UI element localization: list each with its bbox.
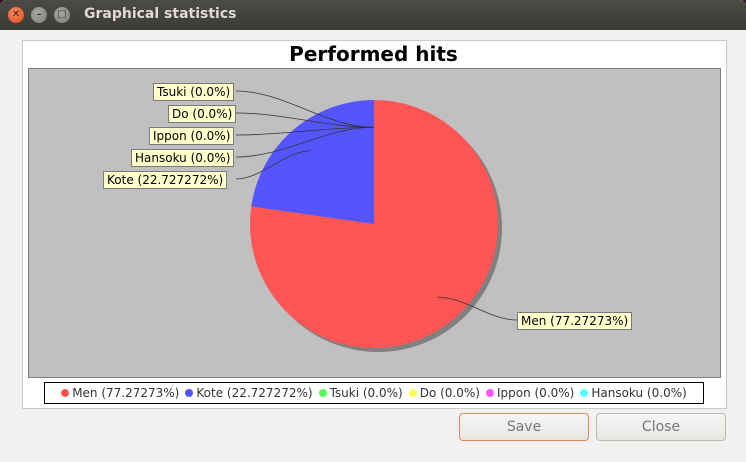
legend-item-hansoku: Hansoku (0.0%): [580, 386, 687, 400]
legend-item-kote: Kote (22.727272%): [185, 386, 313, 400]
legend-item-men: Men (77.27273%): [61, 386, 179, 400]
save-button[interactable]: Save: [459, 413, 589, 441]
leader-line-tsuki: [235, 90, 375, 128]
legend-swatch-tsuki: [318, 389, 327, 397]
legend-item-ippon: Ippon (0.0%): [485, 386, 575, 400]
pie-slice-kote: [251, 100, 374, 224]
legend-label-ippon: Ippon (0.0%): [496, 386, 575, 400]
pie-slice-men: [250, 100, 498, 349]
plot-area: Tsuki (0.0%) Do (0.0%) Ippon (0.0%) Hans…: [28, 68, 721, 378]
legend-item-do: Do (0.0%): [408, 386, 480, 400]
leader-line-kote: [235, 150, 311, 180]
leader-line-men: [437, 296, 518, 321]
slice-label-hansoku: Hansoku (0.0%): [131, 149, 235, 167]
leader-line-ippon: [235, 126, 375, 136]
close-button[interactable]: Close: [596, 413, 726, 441]
legend-label-men: Men (77.27273%): [72, 386, 180, 400]
legend-label-kote: Kote (22.727272%): [196, 386, 313, 400]
chart-legend: Men (77.27273%) Kote (22.727272%) Tsuki …: [44, 382, 704, 404]
maximize-window-icon[interactable]: □: [54, 7, 70, 23]
window-title: Graphical statistics: [84, 6, 237, 22]
close-window-icon[interactable]: ✕: [8, 7, 24, 23]
slice-label-tsuki: Tsuki (0.0%): [153, 83, 235, 101]
legend-label-do: Do (0.0%): [419, 386, 480, 400]
legend-swatch-men: [61, 389, 70, 397]
legend-swatch-ippon: [485, 389, 494, 397]
pie-chart: [235, 90, 518, 352]
legend-label-hansoku: Hansoku (0.0%): [591, 386, 687, 400]
leader-line-do: [235, 112, 375, 128]
minimize-window-icon[interactable]: –: [31, 7, 47, 23]
legend-swatch-hansoku: [580, 389, 589, 397]
slice-label-men: Men (77.27273%): [517, 312, 633, 330]
legend-swatch-do: [408, 389, 417, 397]
leader-line-hansoku: [235, 126, 375, 158]
legend-swatch-kote: [185, 389, 194, 397]
slice-label-ippon: Ippon (0.0%): [149, 127, 235, 145]
slice-label-do: Do (0.0%): [168, 105, 237, 123]
slice-label-kote: Kote (22.727272%): [103, 171, 228, 189]
title-bar: ✕ – □ Graphical statistics: [0, 0, 746, 30]
legend-item-tsuki: Tsuki (0.0%): [318, 386, 403, 400]
chart-title: Performed hits: [289, 42, 458, 66]
legend-label-tsuki: Tsuki (0.0%): [329, 386, 403, 400]
